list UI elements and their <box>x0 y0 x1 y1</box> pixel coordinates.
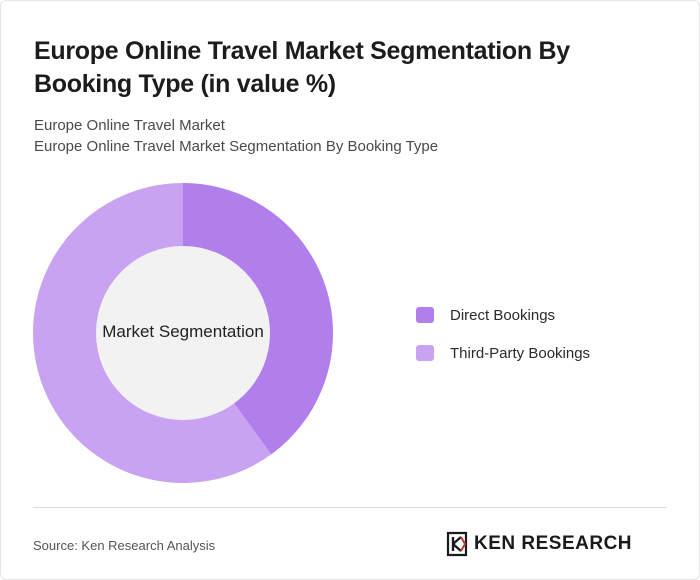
ken-research-logo: KEN RESEARCH <box>446 531 632 557</box>
donut-center <box>96 246 270 420</box>
legend-label-direct-bookings: Direct Bookings <box>450 306 556 324</box>
legend-item-third-party-bookings[interactable]: Third-Party Bookings <box>416 343 590 363</box>
chart-title: Europe Online Travel Market Segmentation… <box>34 37 570 98</box>
ken-research-logo-icon <box>446 531 468 557</box>
chart-legend: Direct Bookings Third-Party Bookings <box>416 305 590 381</box>
donut-chart <box>32 183 333 483</box>
legend-swatch-direct-bookings <box>416 307 434 323</box>
legend-item-direct-bookings[interactable]: Direct Bookings <box>416 305 590 325</box>
subtitle-line-2: Europe Online Travel Market Segmentation… <box>34 138 439 155</box>
footer-divider <box>33 507 667 508</box>
donut-center-label: Market Segmentation <box>102 322 264 341</box>
ken-research-logo-text: KEN RESEARCH <box>474 533 633 554</box>
legend-swatch-third-party-bookings <box>416 345 434 361</box>
chart-subtitle: Europe Online Travel Market Europe Onlin… <box>34 115 654 157</box>
source-note: Source: Ken Research Analysis <box>33 538 216 553</box>
legend-label-third-party-bookings: Third-Party Bookings <box>450 344 591 362</box>
subtitle-line-1: Europe Online Travel Market <box>34 117 225 134</box>
